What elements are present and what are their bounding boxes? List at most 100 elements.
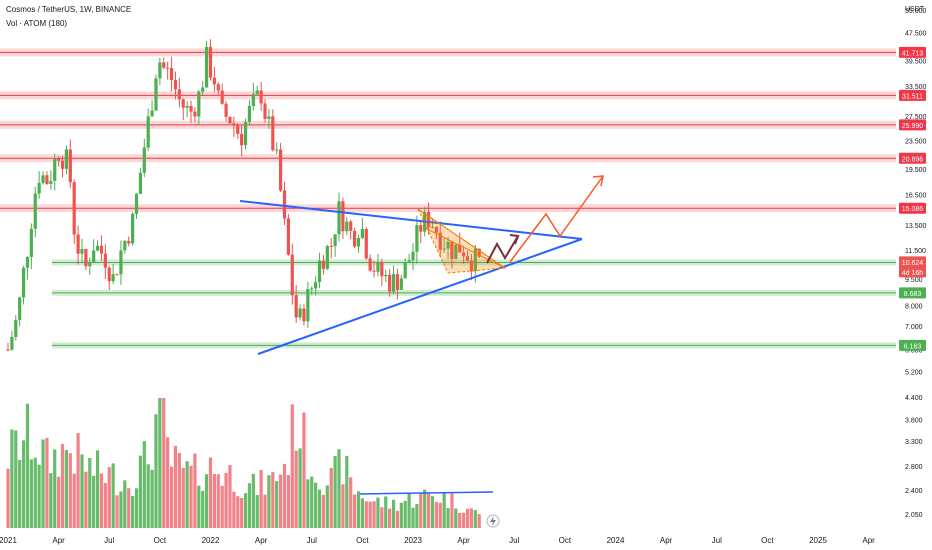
candle <box>438 232 442 250</box>
candle <box>380 261 384 277</box>
volume-bar <box>173 445 178 528</box>
candle <box>88 261 92 267</box>
volume-bar <box>411 507 415 528</box>
volume-bar <box>84 471 88 528</box>
volume-indicator-label: Vol · ATOM (180) <box>6 19 68 28</box>
volume-bar <box>201 490 205 528</box>
volume-bar <box>364 501 368 528</box>
candle <box>158 62 162 79</box>
volume-bar <box>72 473 76 528</box>
candle <box>41 175 45 183</box>
volume-bar <box>205 474 209 528</box>
volume-bar <box>403 500 407 528</box>
current-price-tag <box>899 256 926 278</box>
ascending-trendline[interactable] <box>257 238 583 355</box>
volume-bar <box>224 472 228 528</box>
candle <box>131 213 135 244</box>
volume-bar <box>306 479 310 528</box>
volume-bar <box>236 496 240 528</box>
candle <box>123 240 127 251</box>
volume-bar <box>80 454 84 528</box>
candle <box>21 267 26 298</box>
volume-bar <box>150 469 154 528</box>
candle <box>419 225 423 232</box>
support-price-tag-text: 8.683 <box>904 291 922 298</box>
volume-bar <box>368 501 372 528</box>
x-tick-label: Oct <box>154 536 167 545</box>
x-tick-label: Apr <box>862 536 875 545</box>
candle <box>64 149 69 169</box>
candle <box>33 193 37 229</box>
resistance-price-tag-text: 25.990 <box>902 123 924 130</box>
y-tick-label: 9.500 <box>905 277 923 284</box>
candle <box>224 103 228 117</box>
candle <box>364 229 368 259</box>
x-tick-label: Jul <box>509 536 519 545</box>
volume-bar <box>384 496 388 528</box>
candle <box>111 274 115 282</box>
y-tick-label: 2.400 <box>905 488 923 495</box>
candle <box>173 80 178 90</box>
y-tick-label: 33.500 <box>905 84 927 91</box>
countdown-text: 4d 16h <box>902 270 924 277</box>
volume-trendline[interactable] <box>359 491 494 495</box>
volume-bar <box>21 440 26 528</box>
volume-bar <box>259 469 263 528</box>
resistance-price-tag-text: 15.086 <box>902 206 924 213</box>
candle <box>166 67 170 69</box>
candle <box>197 91 201 117</box>
candle <box>294 295 298 318</box>
candle <box>232 123 236 126</box>
candle <box>127 240 131 244</box>
candle <box>14 320 18 337</box>
candle <box>53 158 57 181</box>
volume-bar <box>232 491 236 528</box>
volume-bar <box>446 508 450 528</box>
volume-bar <box>247 483 252 528</box>
candle <box>220 90 224 104</box>
candle <box>411 251 415 261</box>
candle <box>150 110 154 117</box>
volume-bar <box>290 404 294 528</box>
candle <box>286 218 290 255</box>
volume-bar <box>458 512 462 528</box>
volume-bar <box>333 456 337 528</box>
volume-bar <box>76 433 80 528</box>
y-tick-label: 11.500 <box>905 248 926 255</box>
candle <box>473 248 477 272</box>
volume-bar <box>14 430 18 528</box>
volume-bar <box>53 449 57 528</box>
candle <box>430 227 435 229</box>
candle <box>134 193 139 214</box>
candle <box>103 253 107 268</box>
volume-bar <box>407 493 411 528</box>
volume-bar <box>240 497 244 528</box>
projection-path-long[interactable] <box>509 175 604 263</box>
volume-bar <box>399 502 403 528</box>
candle <box>314 282 318 289</box>
candle <box>228 116 232 124</box>
descending-trendline[interactable] <box>239 200 583 240</box>
volume-bar <box>325 485 329 528</box>
volume-bar <box>25 403 30 528</box>
y-tick-label: 6.000 <box>905 347 923 354</box>
projection-path-short[interactable] <box>486 235 519 264</box>
volume-bar <box>197 485 201 528</box>
candle <box>236 125 240 134</box>
volume-bar <box>115 495 119 528</box>
candle <box>162 62 166 68</box>
candle <box>388 274 392 292</box>
volume-bar <box>294 450 298 528</box>
volume-bar <box>228 465 232 528</box>
support-price-tag <box>899 339 926 351</box>
candle <box>302 308 306 322</box>
volume-bar <box>473 510 477 528</box>
candle <box>267 116 271 119</box>
volume-bar <box>169 466 174 528</box>
volume-bar <box>345 455 349 528</box>
y-tick-label: 3.300 <box>905 439 923 446</box>
candle <box>45 175 49 184</box>
volume-bar <box>37 464 41 528</box>
candle <box>251 94 255 106</box>
